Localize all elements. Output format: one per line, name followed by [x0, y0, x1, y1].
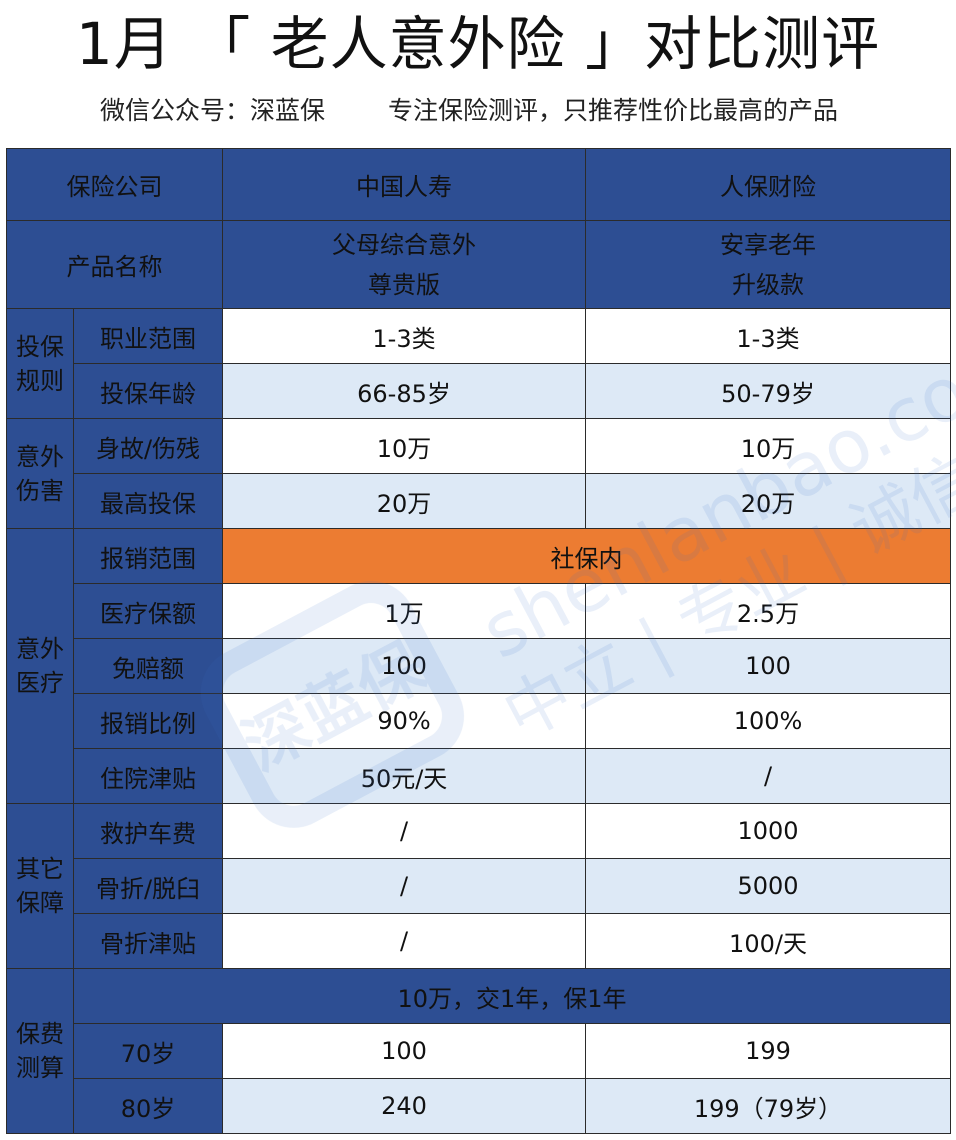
cell-a: / — [222, 858, 586, 914]
cell-a: 10万 — [222, 418, 586, 474]
section-premium-line1: 保费 — [16, 1020, 64, 1048]
cell-b: 1-3类 — [585, 308, 951, 364]
row-label: 80岁 — [73, 1078, 223, 1134]
section-premium-line2: 测算 — [16, 1054, 64, 1082]
row-label: 骨折/脱臼 — [73, 858, 223, 914]
section-rules-line1: 投保 — [16, 332, 64, 361]
cell-b: 2.5万 — [585, 583, 951, 639]
table-row: 保费 测算 10万，交1年，保1年 — [6, 968, 951, 1134]
cell-a: 240 — [222, 1078, 586, 1134]
cell-b: 10万 — [585, 418, 951, 474]
cell-a: 1万 — [222, 583, 586, 639]
cell-b: 199（79岁） — [585, 1078, 951, 1134]
row-label: 骨折津贴 — [73, 913, 223, 969]
table-row: 其它 保障 救护车费 / 1000 — [6, 803, 951, 969]
subtitle: 微信公众号：深蓝保 专注保险测评，只推荐性价比最高的产品 — [0, 90, 956, 132]
row-label: 最高投保 — [73, 473, 223, 529]
section-injury-line1: 意外 — [16, 442, 64, 471]
company-label: 保险公司 — [6, 148, 223, 221]
cell-a: / — [222, 803, 586, 859]
section-premium: 保费 测算 — [6, 968, 74, 1134]
row-label: 身故/伤残 — [73, 418, 223, 474]
cell-a: 100 — [222, 1023, 586, 1079]
cell-a: 1-3类 — [222, 308, 586, 364]
section-medical-line1: 意外 — [16, 635, 64, 663]
cell-b: 1000 — [585, 803, 951, 859]
product-a-line2: 尊贵版 — [368, 270, 440, 299]
merged-cell: 社保内 — [222, 528, 951, 584]
table-row: 报销比例 90% 100% — [7, 693, 951, 749]
row-label: 救护车费 — [73, 803, 223, 859]
table-row: 医疗保额 1万 2.5万 — [7, 583, 951, 639]
cell-a: 100 — [222, 638, 586, 694]
row-label: 免赔额 — [73, 638, 223, 694]
subtitle-account: 微信公众号：深蓝保 — [100, 96, 326, 125]
table-row: 骨折津贴 / 100/天 — [7, 913, 951, 969]
section-rules: 投保 规则 — [6, 308, 74, 419]
table-row: 80岁 240 199（79岁） — [7, 1078, 951, 1134]
table-row: 投保 规则 职业范围 1-3类 1-3类 — [6, 308, 951, 419]
row-label: 投保年龄 — [73, 363, 223, 419]
table-row: 意外 伤害 身故/伤残 10万 10万 — [6, 418, 951, 529]
cell-b: 20万 — [585, 473, 951, 529]
cell-a: 20万 — [222, 473, 586, 529]
page-title: 1月 「 老人意外险 」对比测评 — [75, 10, 881, 78]
cell-b: 100% — [585, 693, 951, 749]
cell-a: / — [222, 913, 586, 969]
table-row: 骨折/脱臼 / 5000 — [7, 858, 951, 914]
cell-a: 50元/天 — [222, 748, 586, 804]
product-row: 产品名称 父母综合意外 尊贵版 安享老年 升级款 — [6, 220, 951, 309]
section-medical-line2: 医疗 — [16, 669, 64, 697]
premium-banner: 10万，交1年，保1年 — [73, 968, 951, 1024]
product-a-line1: 父母综合意外 — [332, 230, 476, 259]
cell-a: 90% — [222, 693, 586, 749]
table-row: 意外 医疗 报销范围 社保内 — [6, 528, 951, 804]
table-row: 住院津贴 50元/天 / — [7, 748, 951, 804]
product-a: 父母综合意外 尊贵版 — [222, 220, 586, 309]
table-row: 70岁 100 199 — [7, 1023, 951, 1079]
cell-b: 100/天 — [585, 913, 951, 969]
row-label: 70岁 — [73, 1023, 223, 1079]
cell-b: 5000 — [585, 858, 951, 914]
section-rules-line2: 规则 — [16, 366, 64, 395]
row-label: 医疗保额 — [73, 583, 223, 639]
product-b: 安享老年 升级款 — [585, 220, 951, 309]
product-b-line1: 安享老年 — [720, 230, 816, 259]
company-row: 保险公司 中国人寿 人保财险 — [6, 148, 951, 221]
section-injury-line2: 伤害 — [16, 476, 64, 505]
product-label: 产品名称 — [6, 220, 223, 309]
section-injury: 意外 伤害 — [6, 418, 74, 529]
subtitle-slogan: 专注保险测评，只推荐性价比最高的产品 — [388, 96, 839, 125]
section-other: 其它 保障 — [6, 803, 74, 969]
comparison-table: 保险公司 中国人寿 人保财险 产品名称 父母综合意外 尊贵版 安享老年 升级款 … — [6, 148, 951, 1134]
table-row: 免赔额 100 100 — [7, 638, 951, 694]
row-label: 报销比例 — [73, 693, 223, 749]
cell-b: / — [585, 748, 951, 804]
company-a: 中国人寿 — [222, 148, 586, 221]
row-label: 报销范围 — [73, 528, 223, 584]
company-b: 人保财险 — [585, 148, 951, 221]
section-other-line1: 其它 — [16, 855, 64, 883]
row-label: 职业范围 — [73, 308, 223, 364]
product-b-line2: 升级款 — [732, 270, 804, 299]
cell-b: 100 — [585, 638, 951, 694]
section-medical: 意外 医疗 — [6, 528, 74, 804]
cell-a: 66-85岁 — [222, 363, 586, 419]
table-row: 投保年龄 66-85岁 50-79岁 — [7, 363, 951, 419]
section-other-line2: 保障 — [16, 889, 64, 917]
cell-b: 199 — [585, 1023, 951, 1079]
cell-b: 50-79岁 — [585, 363, 951, 419]
table-row: 最高投保 20万 20万 — [7, 473, 951, 529]
row-label: 住院津贴 — [73, 748, 223, 804]
